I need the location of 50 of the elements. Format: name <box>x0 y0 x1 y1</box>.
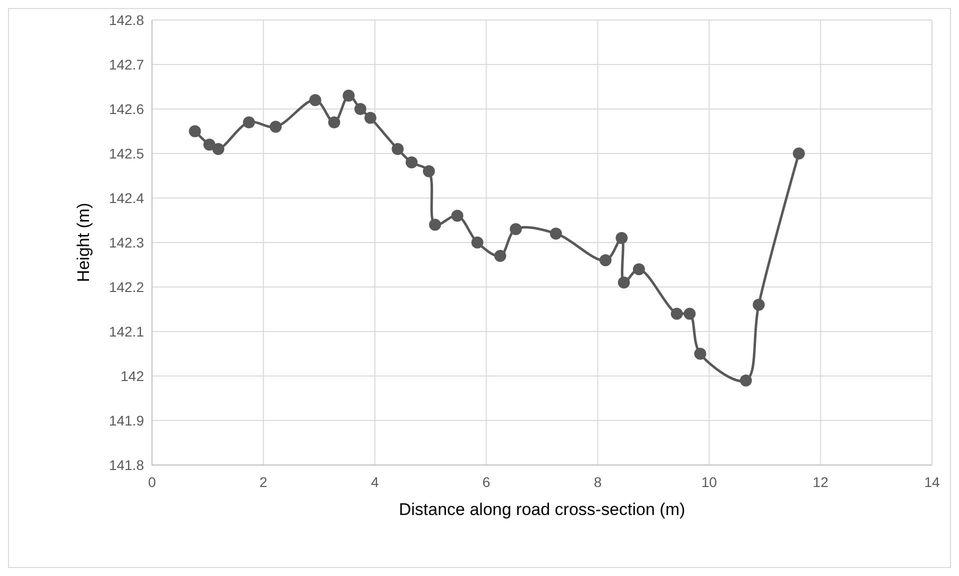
y-tick-label: 142.8 <box>108 12 144 28</box>
y-tick-label: 142.3 <box>108 234 144 250</box>
point <box>422 165 435 178</box>
y-tick-label: 141.8 <box>108 456 144 473</box>
point <box>670 308 683 320</box>
y-tick-label: 142.4 <box>108 190 144 206</box>
point <box>451 210 464 222</box>
point <box>740 374 752 386</box>
point <box>188 125 201 138</box>
x-tick-label: 0 <box>148 474 156 490</box>
x-tick-label: 6 <box>482 474 490 490</box>
point <box>550 228 562 240</box>
point <box>632 263 645 276</box>
y-tick-label: 142.2 <box>108 278 144 295</box>
y-tick-label: 142 <box>120 368 144 384</box>
point <box>212 143 224 156</box>
point <box>510 223 522 236</box>
x-tick-label: 2 <box>260 474 268 490</box>
y-tick-label: 142.6 <box>108 100 144 117</box>
y-tick-label: 141.9 <box>108 412 144 428</box>
point <box>792 148 805 160</box>
point <box>364 112 376 124</box>
point <box>752 298 765 311</box>
x-tick-label: 8 <box>594 474 602 490</box>
x-tick-label: 14 <box>924 474 940 490</box>
x-tick-label: 12 <box>812 474 829 490</box>
x-axis-title: Distance along road cross-section (m) <box>398 500 686 519</box>
point <box>354 103 366 115</box>
point <box>342 90 355 102</box>
point <box>618 276 630 289</box>
point <box>616 232 628 244</box>
point <box>494 250 506 262</box>
x-tick-label: 10 <box>701 474 718 490</box>
point <box>694 348 706 360</box>
point <box>600 254 612 266</box>
point <box>270 120 282 133</box>
y-tick-label: 142.5 <box>108 145 144 162</box>
point <box>242 116 255 128</box>
point <box>309 94 322 106</box>
point <box>429 218 442 231</box>
point <box>684 308 696 320</box>
y-axis-title: Height (m) <box>74 202 93 282</box>
point <box>471 236 484 248</box>
y-tick-label: 142.7 <box>108 56 144 72</box>
point <box>203 138 216 151</box>
point <box>406 156 418 168</box>
x-tick-label: 4 <box>370 474 379 490</box>
y-tick-label: 142.1 <box>108 323 144 340</box>
point <box>328 116 340 128</box>
point <box>392 143 404 156</box>
